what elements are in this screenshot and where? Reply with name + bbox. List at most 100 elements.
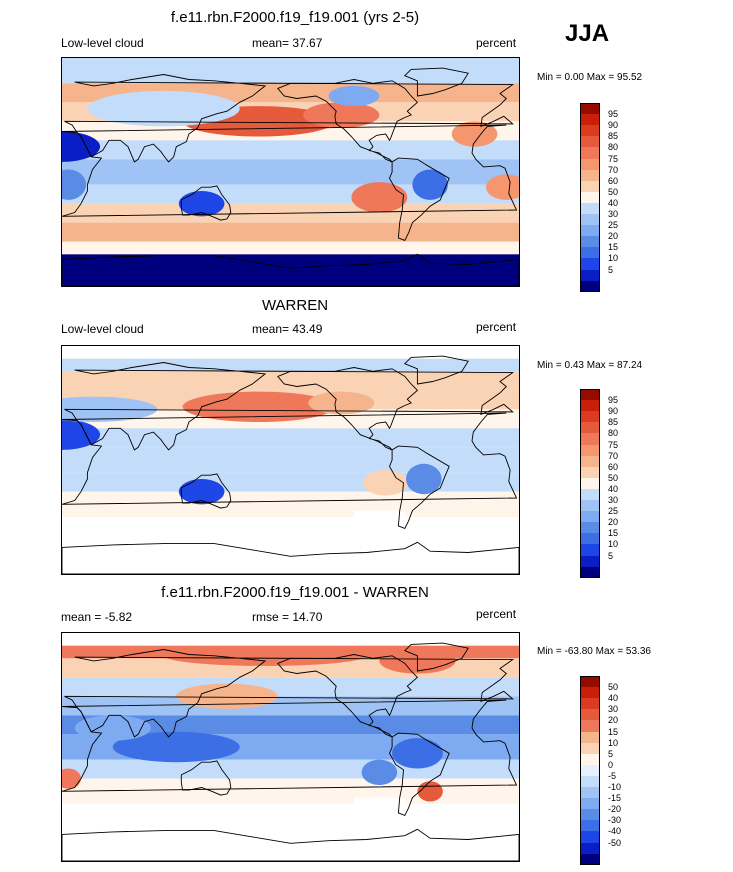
- colorbar-tick-label: 90: [608, 120, 619, 131]
- colorbar-swatch: [580, 103, 600, 115]
- field-band: [62, 715, 519, 735]
- field-layer: [62, 346, 519, 517]
- colorbar-swatch: [580, 842, 600, 855]
- colorbar-tick-label: 0: [608, 759, 614, 770]
- colorbar-swatch: [580, 488, 600, 501]
- field-region: [62, 169, 87, 200]
- colorbar-swatch: [580, 202, 600, 215]
- panel2-map-svg: [62, 346, 519, 574]
- colorbar-tick-label: 80: [608, 142, 619, 153]
- field-region: [392, 738, 443, 769]
- colorbar-tick-label: 5: [608, 264, 614, 275]
- colorbar-tick-label: 50: [608, 186, 619, 197]
- colorbar-tick-label: -15: [608, 793, 622, 804]
- colorbar-swatch: [580, 787, 600, 799]
- colorbar-swatch: [580, 798, 600, 810]
- colorbar-tick-label: 75: [608, 439, 619, 450]
- colorbar-swatch: [580, 258, 600, 270]
- panel3-title: f.e11.rbn.F2000.f19_f19.001 - WARREN: [161, 584, 429, 601]
- field-region: [178, 479, 225, 505]
- colorbar-swatch: [580, 753, 600, 766]
- colorbar-tick-label: 70: [608, 164, 619, 175]
- coastline-antarctica: [62, 253, 519, 286]
- field-region: [362, 470, 409, 496]
- colorbar-swatch: [580, 466, 600, 479]
- colorbar-swatch: [580, 709, 600, 721]
- colorbar-swatch: [580, 698, 600, 710]
- colorbar-tick-label: 80: [608, 428, 619, 439]
- field-band: [62, 447, 519, 473]
- colorbar-swatch: [580, 236, 600, 248]
- colorbar-tick-label: -10: [608, 782, 622, 792]
- colorbar-swatch: [580, 522, 600, 534]
- coastlines: [62, 642, 519, 861]
- panel3-minmax: Min = -63.80 Max = 53.36: [537, 646, 651, 657]
- colorbar-tick-label: 15: [608, 726, 619, 737]
- colorbar-swatch: [580, 269, 600, 282]
- panel1-title: f.e11.rbn.F2000.f19_f19.001 (yrs 2-5): [170, 9, 420, 26]
- field-band: [62, 254, 519, 286]
- colorbar-tick-label: 90: [608, 406, 619, 417]
- colorbar-tick-label: 5: [608, 748, 614, 759]
- colorbar-tick-label: 60: [608, 461, 619, 472]
- field-region: [74, 715, 151, 741]
- colorbar-swatch: [580, 533, 600, 545]
- field-region: [87, 90, 240, 127]
- coastline-south-america: [389, 157, 450, 241]
- coastline-africa: [62, 699, 518, 792]
- missing-data: [353, 510, 405, 521]
- field-band: [62, 778, 519, 804]
- panel3-units: percent: [476, 607, 517, 621]
- colorbar-swatch: [580, 114, 600, 126]
- coastline-australia: [180, 185, 232, 221]
- colorbar-swatch: [580, 214, 600, 226]
- field-region: [486, 174, 519, 200]
- colorbar-tick-label: 70: [608, 450, 619, 461]
- colorbar-tick-label: 50: [608, 682, 619, 693]
- colorbar-tick-label: 15: [608, 242, 619, 253]
- panel2-units: percent: [476, 320, 517, 334]
- colorbar-tick-label: -30: [608, 815, 622, 826]
- field-region: [308, 391, 375, 415]
- field-band: [62, 491, 519, 517]
- colorbar-swatch: [580, 158, 600, 171]
- coastline-north-america: [277, 367, 419, 451]
- field-region: [176, 683, 278, 709]
- coastline-europe-asia: [64, 649, 515, 738]
- coastline-africa: [62, 412, 518, 505]
- field-region: [163, 645, 367, 666]
- field-region: [62, 768, 82, 789]
- colorbar-tick-label: 10: [608, 253, 619, 264]
- colorbar-tick-label: 10: [608, 539, 619, 550]
- field-region: [303, 102, 380, 128]
- colorbar-tick-label: 75: [608, 153, 619, 164]
- coastline-greenland: [404, 355, 469, 385]
- field-band: [62, 428, 519, 448]
- panel3-map-svg: [62, 633, 519, 861]
- field-region: [412, 169, 448, 200]
- colorbar-tick-label: 40: [608, 197, 619, 208]
- colorbar-swatch: [580, 809, 600, 821]
- colorbar-swatch: [580, 544, 600, 556]
- colorbar-swatch: [580, 455, 600, 468]
- field-region: [328, 85, 380, 107]
- field-band: [62, 677, 519, 697]
- panel2-minmax: Min = 0.43 Max = 87.24: [537, 360, 643, 371]
- colorbar-tick-label: 10: [608, 737, 619, 748]
- panel2-mean: mean= 43.49: [252, 322, 323, 336]
- colorbar-swatch: [580, 742, 600, 755]
- missing-data: [353, 797, 405, 808]
- colorbar-swatch: [580, 831, 600, 843]
- colorbar-swatch: [580, 676, 600, 688]
- panel2-map: [61, 345, 520, 575]
- coastline-antarctica: [62, 828, 519, 861]
- coastline-antarctica: [62, 541, 519, 574]
- colorbar-swatch: [580, 433, 600, 445]
- colorbar-swatch: [580, 136, 600, 148]
- colorbar-swatch: [580, 687, 600, 699]
- coastline-europe-asia: [64, 362, 515, 451]
- field-layer: [62, 633, 519, 804]
- colorbar-tick-label: 85: [608, 131, 619, 142]
- colorbar-swatch: [580, 180, 600, 193]
- coastline-australia: [180, 760, 232, 796]
